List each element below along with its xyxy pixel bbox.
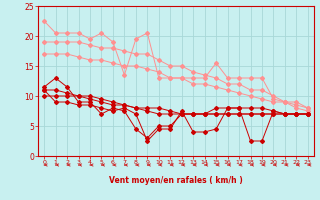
X-axis label: Vent moyen/en rafales ( km/h ): Vent moyen/en rafales ( km/h ): [109, 176, 243, 185]
